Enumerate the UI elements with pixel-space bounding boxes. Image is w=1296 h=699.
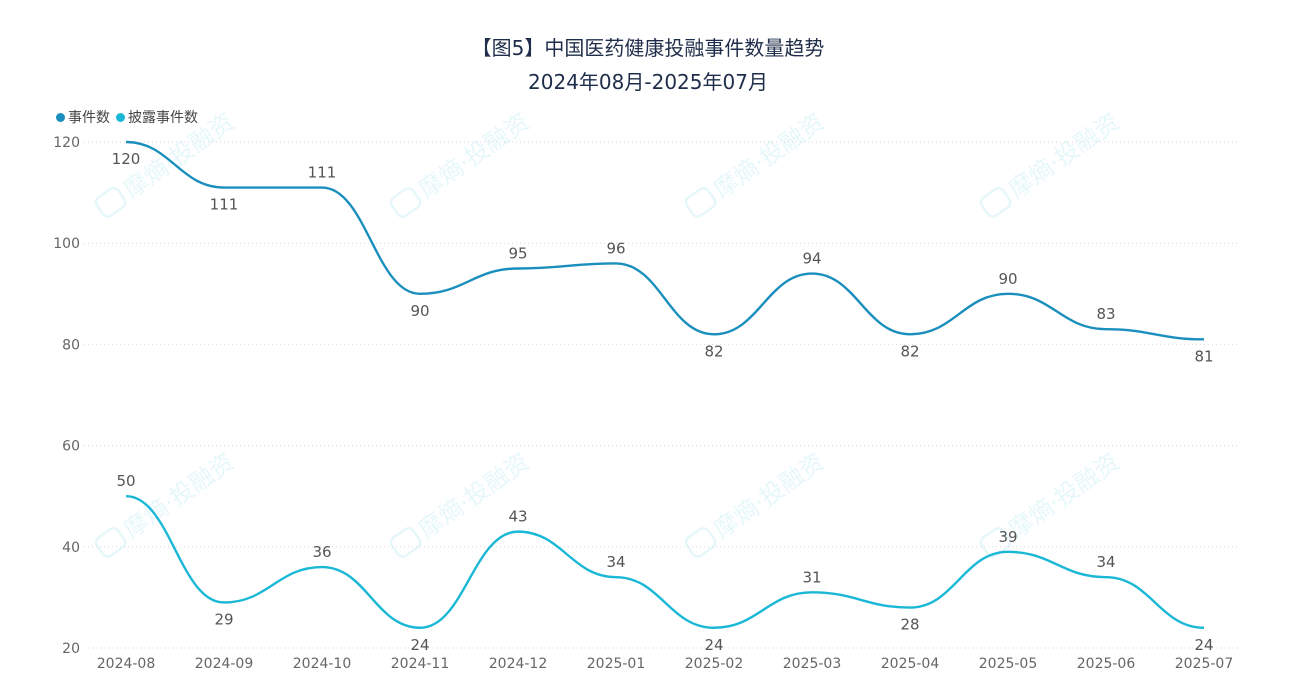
x-tick-label: 2025-04 [881,656,940,672]
data-label: 96 [606,239,625,257]
data-label: 24 [410,636,429,654]
data-labels: 120 111 111 90 95 96 82 94 82 90 83 81 50 29 36 24 43 34 2… [112,150,1214,654]
legend-item-disclosed-events[interactable]: 披露事件数 [116,107,198,127]
y-tick-label: 80 [62,337,80,353]
data-label: 50 [116,472,135,490]
x-tick-label: 2024-09 [195,656,254,672]
watermark: 摩熵·投融资 [684,108,830,218]
x-tick-label: 2025-07 [1175,656,1234,672]
legend-label: 披露事件数 [128,110,198,126]
data-label: 24 [704,636,723,654]
grid-lines [84,141,1240,649]
watermark: 摩熵·投融资 [979,108,1125,218]
svg-text:摩熵·投融资: 摩熵·投融资 [1004,448,1125,544]
x-tick-label: 2025-05 [979,656,1038,672]
legend-dot-icon [116,112,125,122]
watermark: 摩熵·投融资 [94,448,240,558]
x-tick-label: 2024-10 [293,656,352,672]
data-label: 34 [606,553,625,571]
y-tick-label: 100 [53,236,80,252]
data-label: 120 [112,150,141,168]
data-label: 95 [508,245,527,263]
legend-item-events[interactable]: 事件数 [56,107,110,127]
data-label: 90 [998,270,1017,288]
x-tick-label: 2024-12 [489,656,548,672]
data-label: 111 [308,164,337,182]
watermark: 摩熵·投融资 [389,448,535,558]
data-label: 111 [210,196,239,214]
svg-text:摩熵·投融资: 摩熵·投融资 [709,448,830,544]
x-tick-label: 2024-11 [391,656,450,672]
x-tick-label: 2025-03 [783,656,842,672]
x-tick-label: 2025-06 [1077,656,1136,672]
data-label: 81 [1194,347,1213,365]
data-label: 31 [802,568,821,586]
chart-subtitle: 2024年08月-2025年07月 [528,70,768,94]
x-axis: 2024-08 2024-09 2024-10 2024-11 2024-12 2025-… [97,656,1234,672]
series-line-events[interactable] [125,140,1205,341]
data-label: 43 [508,508,527,526]
y-tick-label: 120 [53,135,80,151]
data-label: 39 [998,528,1017,546]
y-tick-label: 20 [62,641,80,657]
svg-text:摩熵·投融资: 摩熵·投融资 [1004,108,1125,204]
data-label: 28 [900,616,919,634]
series-line-disclosed[interactable] [125,495,1205,629]
legend-dot-icon [56,112,65,122]
data-label: 94 [802,250,821,268]
data-label: 83 [1096,305,1115,323]
series-layer [125,140,1205,629]
data-label: 29 [214,610,233,628]
data-label: 34 [1096,553,1115,571]
x-tick-label: 2025-01 [587,656,646,672]
x-tick-label: 2025-02 [685,656,744,672]
data-label: 82 [704,342,723,360]
watermark: 摩熵·投融资 [389,108,535,218]
data-label: 90 [410,302,429,320]
x-tick-label: 2024-08 [97,656,156,672]
svg-text:摩熵·投融资: 摩熵·投融资 [119,448,240,544]
chart-title: 【图5】中国医药健康投融事件数量趋势 [471,36,825,60]
y-tick-label: 40 [62,540,80,556]
legend: 事件数 披露事件数 [56,107,198,127]
svg-text:摩熵·投融资: 摩熵·投融资 [414,448,535,544]
data-label: 82 [900,342,919,360]
y-axis: 20 40 60 80 100 120 [53,135,80,657]
y-tick-label: 60 [62,439,80,455]
svg-text:摩熵·投融资: 摩熵·投融资 [709,108,830,204]
watermark: 摩熵·投融资 [684,448,830,558]
data-label: 24 [1194,636,1213,654]
data-label: 36 [312,543,331,561]
legend-label: 事件数 [68,110,110,126]
svg-text:摩熵·投融资: 摩熵·投融资 [414,108,535,204]
